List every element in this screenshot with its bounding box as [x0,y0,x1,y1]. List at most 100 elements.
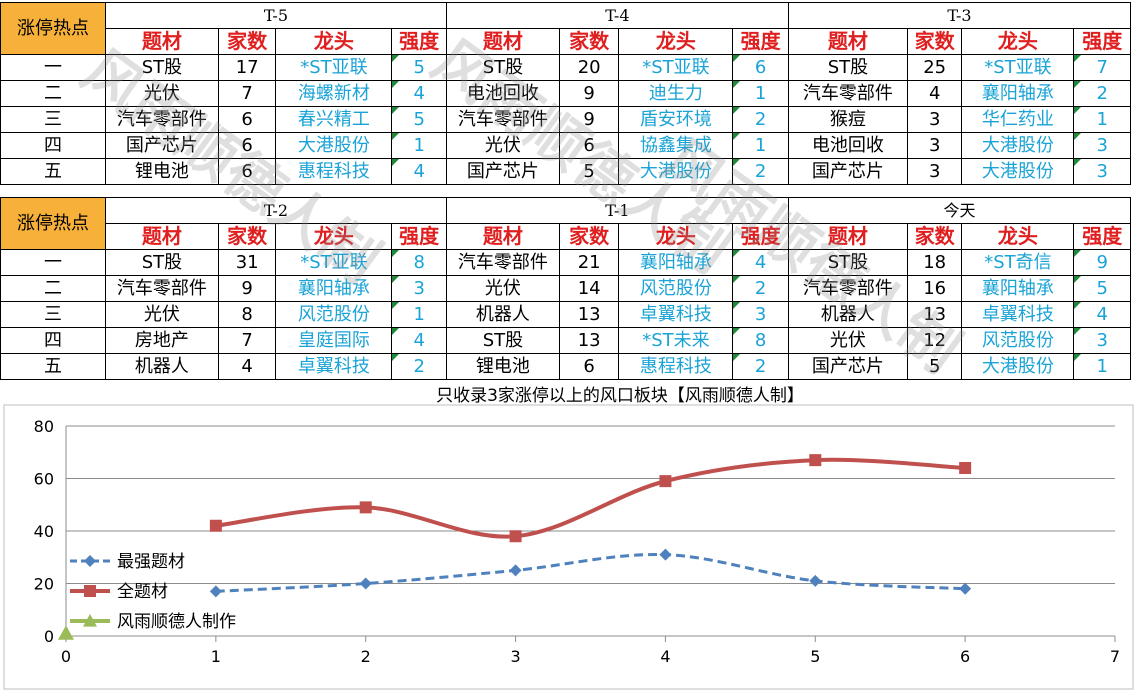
strength-cell[interactable]: 5 [391,54,447,81]
count-cell[interactable]: 9 [217,275,277,302]
leader-cell[interactable]: 大港股份 [961,353,1075,380]
count-cell[interactable]: 5 [906,353,963,380]
leader-cell[interactable]: 风范股份 [618,275,734,302]
count-cell[interactable]: 17 [217,54,277,81]
count-cell[interactable]: 6 [217,158,277,185]
theme-cell[interactable]: 机器人 [445,301,560,328]
theme-cell[interactable]: ST股 [445,54,560,81]
theme-cell[interactable]: 锂电池 [445,353,560,380]
leader-cell[interactable]: *ST未来 [618,327,734,354]
theme-cell[interactable]: 光伏 [104,301,219,328]
count-cell[interactable]: 16 [906,275,963,302]
strength-cell[interactable]: 5 [1073,275,1131,302]
strength-cell[interactable]: 4 [391,327,447,354]
strength-cell[interactable]: 2 [732,353,789,380]
strength-cell[interactable]: 3 [1073,327,1131,354]
leader-cell[interactable]: 惠程科技 [275,158,393,185]
count-cell[interactable]: 9 [558,80,620,107]
leader-cell[interactable]: 风范股份 [961,327,1075,354]
theme-cell[interactable]: 锂电池 [104,158,219,185]
theme-cell[interactable]: 汽车零部件 [104,275,219,302]
theme-cell[interactable]: 国产芯片 [104,132,219,159]
count-cell[interactable]: 5 [558,158,620,185]
count-cell[interactable]: 7 [217,80,277,107]
strength-cell[interactable]: 1 [732,80,789,107]
leader-cell[interactable]: 大港股份 [961,158,1075,185]
strength-cell[interactable]: 3 [732,301,789,328]
count-cell[interactable]: 3 [906,132,963,159]
leader-cell[interactable]: 大港股份 [275,132,393,159]
strength-cell[interactable]: 1 [1073,106,1131,133]
leader-cell[interactable]: *ST亚联 [275,249,393,276]
leader-cell[interactable]: 惠程科技 [618,353,734,380]
count-cell[interactable]: 14 [558,275,620,302]
theme-cell[interactable]: ST股 [445,327,560,354]
count-cell[interactable]: 6 [217,106,277,133]
theme-cell[interactable]: 汽车零部件 [787,275,908,302]
leader-cell[interactable]: 华仁药业 [961,106,1075,133]
leader-cell[interactable]: 皇庭国际 [275,327,393,354]
strength-cell[interactable]: 3 [1073,158,1131,185]
count-cell[interactable]: 20 [558,54,620,81]
leader-cell[interactable]: 襄阳轴承 [275,275,393,302]
leader-cell[interactable]: 风范股份 [275,301,393,328]
leader-cell[interactable]: *ST亚联 [618,54,734,81]
theme-cell[interactable]: 汽车零部件 [445,249,560,276]
strength-cell[interactable]: 4 [732,249,789,276]
leader-cell[interactable]: *ST亚联 [275,54,393,81]
theme-cell[interactable]: 汽车零部件 [104,106,219,133]
leader-cell[interactable]: 大港股份 [618,158,734,185]
leader-cell[interactable]: 卓翼科技 [618,301,734,328]
strength-cell[interactable]: 8 [732,327,789,354]
strength-cell[interactable]: 2 [391,353,447,380]
strength-cell[interactable]: 5 [391,106,447,133]
leader-cell[interactable]: 襄阳轴承 [961,80,1075,107]
leader-cell[interactable]: 協鑫集成 [618,132,734,159]
theme-cell[interactable]: 国产芯片 [787,353,908,380]
count-cell[interactable]: 4 [906,80,963,107]
count-cell[interactable]: 6 [217,132,277,159]
leader-cell[interactable]: 盾安环境 [618,106,734,133]
theme-cell[interactable]: 电池回收 [445,80,560,107]
theme-cell[interactable]: 汽车零部件 [787,80,908,107]
theme-cell[interactable]: 光伏 [445,132,560,159]
theme-cell[interactable]: 电池回收 [787,132,908,159]
count-cell[interactable]: 18 [906,249,963,276]
leader-cell[interactable]: 大港股份 [961,132,1075,159]
count-cell[interactable]: 6 [558,132,620,159]
count-cell[interactable]: 6 [558,353,620,380]
theme-cell[interactable]: 机器人 [104,353,219,380]
theme-cell[interactable]: 光伏 [787,327,908,354]
strength-cell[interactable]: 2 [1073,80,1131,107]
leader-cell[interactable]: 襄阳轴承 [961,275,1075,302]
leader-cell[interactable]: 襄阳轴承 [618,249,734,276]
strength-cell[interactable]: 1 [732,132,789,159]
theme-cell[interactable]: 光伏 [104,80,219,107]
strength-cell[interactable]: 1 [1073,353,1131,380]
count-cell[interactable]: 8 [217,301,277,328]
count-cell[interactable]: 3 [906,158,963,185]
strength-cell[interactable]: 2 [732,158,789,185]
count-cell[interactable]: 7 [217,327,277,354]
theme-cell[interactable]: 国产芯片 [445,158,560,185]
strength-cell[interactable]: 2 [732,275,789,302]
leader-cell[interactable]: 卓翼科技 [275,353,393,380]
count-cell[interactable]: 13 [558,327,620,354]
strength-cell[interactable]: 1 [391,301,447,328]
leader-cell[interactable]: *ST奇信 [961,249,1075,276]
leader-cell[interactable]: 春兴精工 [275,106,393,133]
theme-cell[interactable]: ST股 [787,249,908,276]
theme-cell[interactable]: ST股 [787,54,908,81]
leader-cell[interactable]: *ST亚联 [961,54,1075,81]
leader-cell[interactable]: 卓翼科技 [961,301,1075,328]
count-cell[interactable]: 21 [558,249,620,276]
count-cell[interactable]: 13 [906,301,963,328]
strength-cell[interactable]: 6 [732,54,789,81]
count-cell[interactable]: 12 [906,327,963,354]
count-cell[interactable]: 4 [217,353,277,380]
strength-cell[interactable]: 4 [391,80,447,107]
leader-cell[interactable]: 海螺新材 [275,80,393,107]
strength-cell[interactable]: 4 [1073,301,1131,328]
theme-cell[interactable]: 房地产 [104,327,219,354]
count-cell[interactable]: 13 [558,301,620,328]
